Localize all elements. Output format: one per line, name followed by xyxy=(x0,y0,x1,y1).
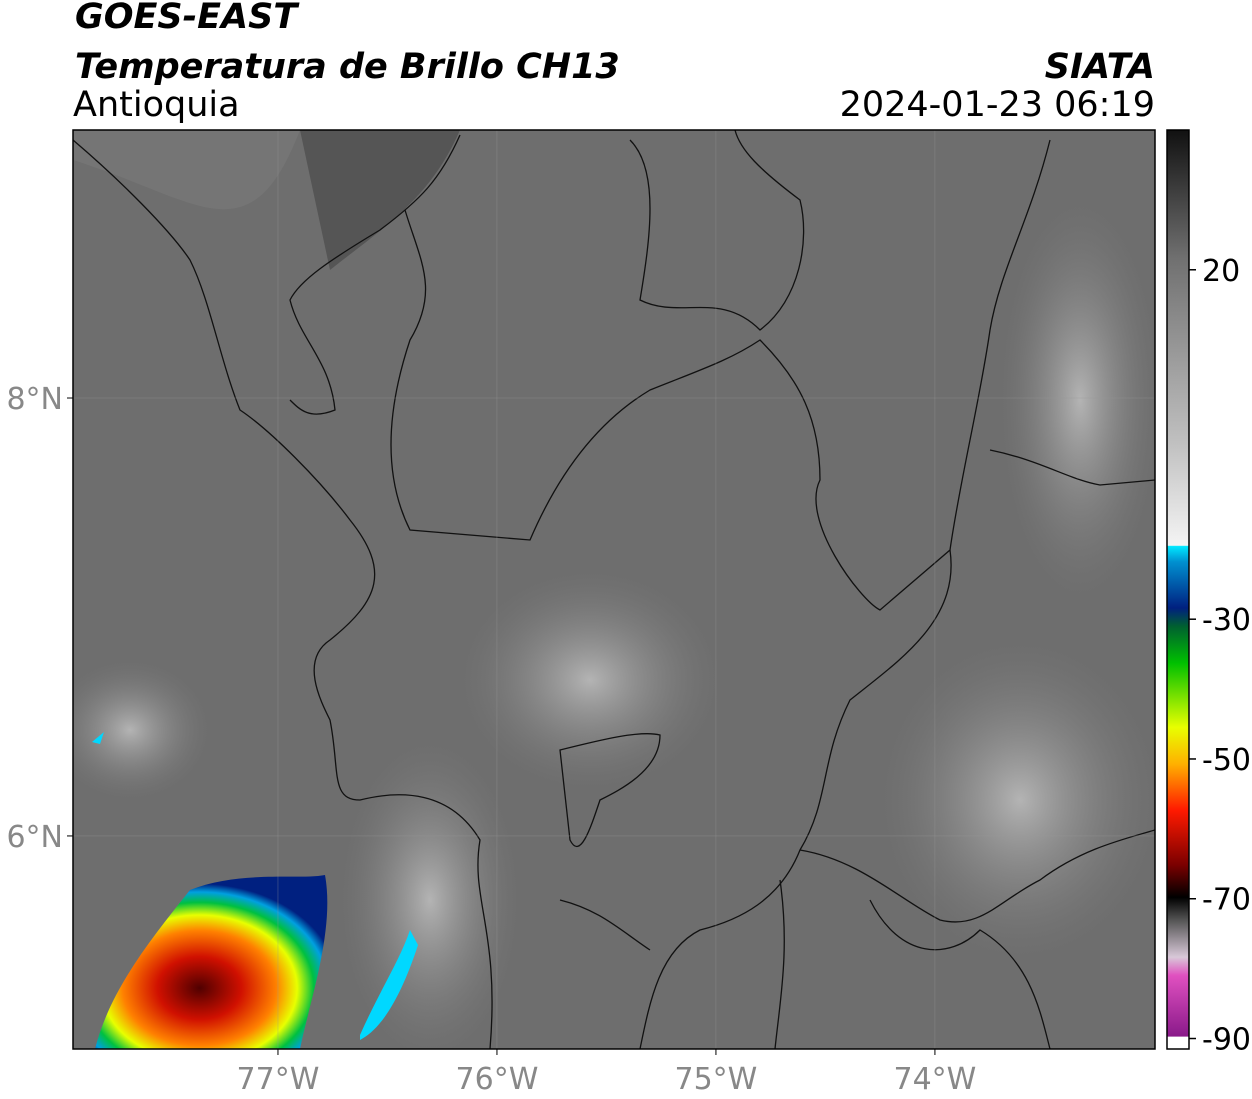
colorbar-tick-label: -70 xyxy=(1202,883,1251,918)
colorbar xyxy=(1166,129,1190,1050)
lon-tick-label: 77°W xyxy=(237,1062,320,1097)
colorbar-tick-label: -30 xyxy=(1202,603,1251,638)
lon-tick-label: 76°W xyxy=(456,1062,539,1097)
map-image xyxy=(73,130,1155,1049)
colorbar-tick-label: -90 xyxy=(1202,1023,1251,1058)
region: Antioquia xyxy=(73,85,240,125)
colorbar-tick-label: -50 xyxy=(1202,743,1251,778)
subtitle: Temperatura de Brillo CH13 xyxy=(75,47,620,87)
source: SIATA xyxy=(1045,47,1155,87)
lat-tick-label: 8°N xyxy=(6,382,63,417)
colorbar-tick-label: 20 xyxy=(1202,254,1240,289)
title: GOES-EAST xyxy=(75,0,300,37)
datetime: 2024-01-23 06:19 xyxy=(840,85,1155,125)
map-frame xyxy=(72,129,1156,1050)
lat-tick-label: 6°N xyxy=(6,820,63,855)
lon-tick-label: 75°W xyxy=(675,1062,758,1097)
graticule xyxy=(73,130,1155,1049)
lon-tick-label: 74°W xyxy=(893,1062,976,1097)
